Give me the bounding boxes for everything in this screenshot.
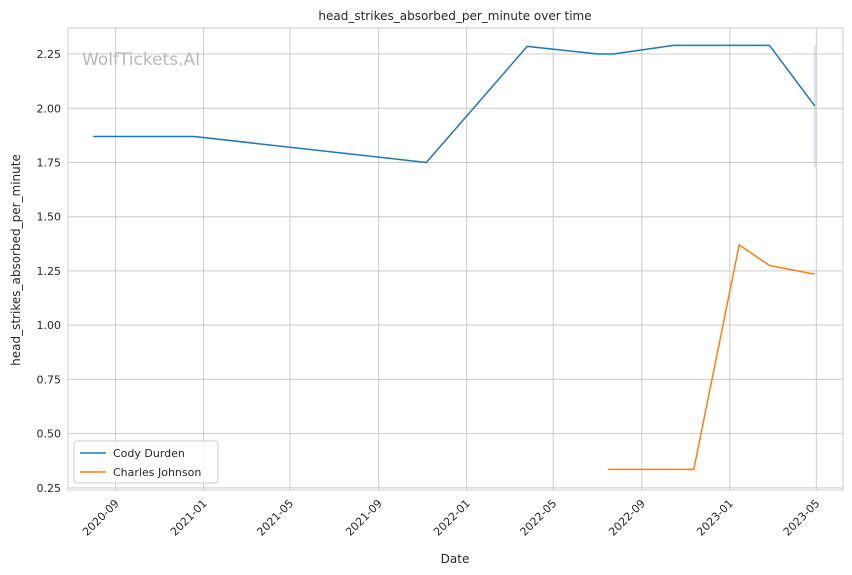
y-tick-label: 1.50 bbox=[37, 211, 62, 224]
watermark-text: WolfTickets.AI bbox=[82, 50, 200, 70]
chart-title: head_strikes_absorbed_per_minute over ti… bbox=[318, 9, 591, 23]
grid bbox=[68, 28, 843, 490]
legend-label: Charles Johnson bbox=[113, 466, 201, 479]
plot-border bbox=[67, 27, 844, 491]
series-layer bbox=[93, 44, 816, 471]
y-tick-label: 0.50 bbox=[37, 428, 62, 441]
y-tick-label: 1.75 bbox=[37, 156, 62, 169]
y-tick-labels: 0.25 0.50 0.75 1.00 1.25 1.50 1.75 2.00 2.25 bbox=[37, 48, 62, 495]
y-tick-label: 2.25 bbox=[37, 48, 62, 61]
legend-box bbox=[73, 440, 219, 484]
plot-area bbox=[68, 28, 843, 490]
y-tick-label: 0.25 bbox=[37, 482, 62, 495]
legend: Cody Durden Charles Johnson bbox=[73, 440, 219, 484]
legend-label: Cody Durden bbox=[113, 447, 185, 460]
series-line-charles-johnson bbox=[608, 244, 816, 471]
y-tick-label: 1.00 bbox=[37, 319, 62, 332]
y-tick-label: 0.75 bbox=[37, 373, 62, 386]
y-axis-title: head_strikes_absorbed_per_minute bbox=[9, 154, 23, 366]
y-tick-label: 1.25 bbox=[37, 265, 62, 278]
x-axis-title: Date bbox=[441, 552, 470, 566]
series-line-cody-durden bbox=[93, 44, 816, 164]
y-tick-label: 2.00 bbox=[37, 102, 62, 115]
